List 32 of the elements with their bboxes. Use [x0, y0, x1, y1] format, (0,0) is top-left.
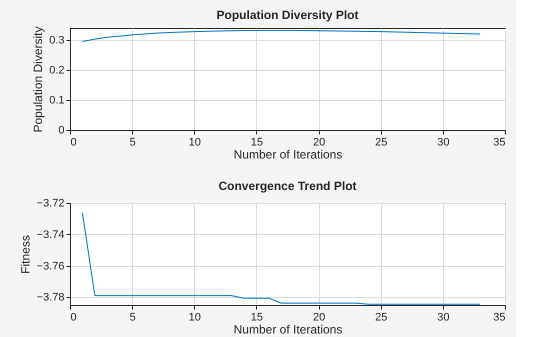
x-tick-label: 15	[250, 312, 264, 324]
line-series	[82, 30, 481, 42]
line-series	[82, 212, 481, 305]
x-axis-title: Number of Iterations	[234, 322, 342, 336]
y-axis-title: Population Diversity	[31, 26, 46, 133]
chart-title: Population Diversity Plot	[216, 8, 359, 22]
x-tick-label: 5	[130, 136, 136, 148]
x-tick-label: 0	[70, 136, 77, 148]
x-tick-label: 10	[188, 312, 201, 324]
y-tick-label: 0.1	[49, 94, 64, 106]
y-tick-label: 0	[58, 124, 64, 136]
y-axis-title: Fitness	[18, 235, 33, 274]
chart-title: Convergence Trend Plot	[218, 179, 357, 193]
y-tick-label: −3.74	[36, 228, 64, 241]
x-axis-title: Number of Iterations	[234, 148, 342, 162]
x-tick-label: 30	[437, 136, 450, 148]
y-tick-label: −3.78	[36, 292, 64, 304]
x-tick-label: 20	[312, 136, 326, 148]
y-tick-label: 0.2	[49, 64, 64, 76]
x-tick-label: 0	[70, 312, 77, 324]
x-tick-label: 20	[312, 312, 326, 324]
x-tick-label: 35	[493, 312, 506, 324]
x-tick-label: 35	[493, 136, 506, 148]
y-tick-label: 0.3	[49, 34, 64, 46]
x-tick-label: 25	[375, 312, 388, 324]
x-tick-label: 15	[250, 136, 264, 148]
x-tick-label: 10	[188, 136, 201, 148]
x-tick-label: 25	[375, 136, 388, 148]
x-tick-label: 30	[437, 312, 450, 324]
y-tick-label: −3.76	[36, 260, 64, 272]
y-tick-label: −3.72	[36, 198, 64, 210]
x-tick-label: 5	[130, 312, 136, 324]
